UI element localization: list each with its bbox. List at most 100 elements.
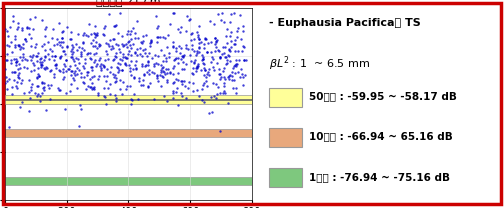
Point — [108, 44, 116, 48]
Point — [124, 52, 133, 55]
Point — [215, 49, 223, 52]
Point — [12, 57, 20, 60]
Point — [40, 56, 48, 59]
Point — [217, 75, 225, 78]
Point — [30, 63, 38, 66]
Point — [106, 39, 114, 42]
Point — [111, 73, 119, 76]
Point — [18, 59, 26, 62]
Point — [71, 63, 79, 67]
Point — [10, 70, 18, 73]
Point — [175, 52, 183, 55]
Point — [130, 92, 138, 95]
Point — [140, 48, 148, 51]
Point — [159, 69, 167, 72]
Point — [55, 88, 63, 92]
Point — [193, 88, 201, 91]
Point — [144, 60, 152, 64]
Point — [179, 56, 187, 59]
Point — [59, 29, 68, 33]
Point — [70, 59, 78, 63]
Point — [237, 37, 245, 41]
Point — [104, 86, 112, 89]
Point — [166, 71, 174, 74]
Point — [111, 54, 119, 57]
Point — [126, 43, 134, 47]
Point — [136, 52, 144, 56]
Point — [241, 73, 249, 77]
Point — [51, 54, 59, 58]
Point — [26, 97, 34, 100]
Point — [83, 52, 91, 55]
Point — [212, 40, 220, 43]
Point — [103, 53, 111, 56]
Point — [171, 56, 179, 59]
Point — [77, 50, 85, 53]
Point — [124, 40, 133, 43]
Point — [213, 93, 221, 96]
Point — [69, 57, 77, 61]
Point — [147, 39, 155, 42]
Point — [106, 83, 114, 86]
Point — [203, 84, 211, 87]
Point — [110, 37, 118, 40]
Point — [159, 75, 167, 78]
Point — [121, 61, 130, 64]
Point — [42, 108, 50, 111]
Point — [48, 27, 56, 31]
Point — [114, 66, 122, 69]
Point — [8, 85, 16, 89]
Point — [147, 41, 155, 44]
Point — [11, 46, 19, 49]
Point — [153, 40, 161, 43]
Point — [3, 75, 11, 78]
Point — [36, 61, 44, 64]
Point — [77, 54, 85, 57]
Point — [32, 54, 40, 57]
Point — [109, 46, 117, 50]
Point — [172, 90, 180, 93]
Point — [233, 29, 241, 32]
Point — [196, 47, 204, 50]
Point — [205, 67, 213, 71]
Point — [14, 73, 22, 76]
Point — [205, 70, 213, 74]
Point — [79, 64, 87, 67]
Point — [179, 55, 187, 58]
Point — [72, 42, 80, 46]
Point — [89, 44, 97, 47]
Point — [36, 57, 44, 60]
Point — [120, 55, 129, 59]
Point — [55, 55, 64, 58]
Point — [173, 27, 181, 30]
Point — [39, 86, 47, 89]
Point — [129, 42, 137, 46]
Point — [93, 31, 101, 34]
Point — [123, 85, 131, 88]
Point — [43, 66, 51, 69]
Point — [216, 77, 224, 80]
Point — [180, 68, 188, 71]
Point — [30, 68, 38, 71]
Point — [136, 46, 144, 50]
Point — [187, 47, 196, 51]
Point — [169, 97, 177, 100]
Point — [224, 54, 232, 57]
Point — [25, 79, 33, 82]
Point — [189, 81, 197, 85]
Point — [181, 63, 190, 66]
Point — [238, 50, 246, 53]
Point — [23, 26, 31, 29]
Point — [143, 54, 151, 58]
Point — [141, 52, 149, 55]
Text: 1개체 : -76.94 ~ -75.16 dB: 1개체 : -76.94 ~ -75.16 dB — [308, 172, 450, 182]
Point — [184, 19, 193, 22]
Point — [234, 26, 242, 29]
Point — [198, 59, 206, 62]
Point — [84, 84, 92, 87]
Point — [75, 124, 83, 127]
Point — [154, 79, 162, 82]
Point — [153, 74, 161, 78]
Point — [55, 40, 63, 43]
Point — [62, 91, 70, 95]
